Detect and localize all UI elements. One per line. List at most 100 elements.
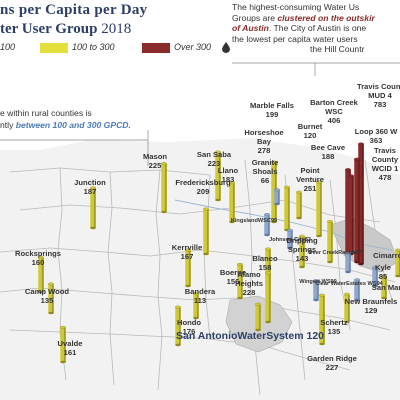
label-value: 406: [327, 116, 341, 125]
label-value: 783: [373, 100, 387, 109]
label-kerrville: Kerrville 167: [172, 243, 202, 261]
label-uvalde: Uvalde 161: [58, 339, 83, 357]
map-title: ns per Capita per Day: [0, 2, 148, 18]
label-travis-county-wcid-1: Travis County WCID 1 478: [372, 146, 399, 182]
label-value: 225: [148, 161, 162, 170]
label-name: Cimarron: [373, 251, 400, 260]
label-name: Shoals: [252, 167, 278, 176]
label-cimarron: Cimarron: [373, 251, 400, 260]
label-johnson-city: Johnson City82: [269, 237, 311, 244]
map-subtitle: ter User Group 2018: [0, 21, 131, 38]
callout-top-right: The highest-consuming Water Us Groups ar…: [232, 2, 400, 55]
label-name: Kingsland: [230, 218, 258, 224]
label-value: 85: [378, 272, 388, 281]
bar-garden-ridge: [319, 293, 325, 346]
label-point-venture: Point Venture 251: [296, 166, 324, 193]
label-name: Marble Falls: [250, 101, 294, 110]
label-name: Point: [300, 166, 320, 175]
legend-label-high: Over 300: [174, 42, 212, 52]
bar-kerrville: [185, 248, 191, 288]
bar-bee-cave: [327, 220, 333, 264]
label-value: 90: [330, 279, 337, 285]
label-name: Springs: [287, 245, 317, 254]
label-value: 478: [378, 173, 392, 182]
label-name: Uvalde: [57, 339, 83, 348]
callout-left-line2-pre: ntly: [0, 120, 16, 130]
legend-label-mid: 100 to 300: [72, 42, 115, 52]
subtitle-year: 2018: [101, 21, 132, 37]
label-value: 66: [260, 176, 270, 185]
label-value: 188: [321, 152, 335, 161]
label-clear-water-estates-ws: Clear WaterEstates WS94: [315, 281, 383, 288]
label-san-antonio-water-system: San AntonioWaterSystem 120: [176, 331, 324, 342]
bar-johnson-city: [287, 228, 293, 250]
label-san-saba: San Saba 223: [197, 150, 231, 168]
bar-deer-creek-ranch: [345, 251, 351, 274]
label-name: Loop 360 W: [354, 127, 398, 136]
label-dripping-springs: Dripping Springs 143: [286, 236, 317, 263]
water-drop-icon: [222, 42, 230, 53]
bar-point-venture: [316, 180, 322, 238]
label-camp-wood: Camp Wood 135: [25, 287, 69, 305]
label-wingert-ws: Wingert WS90: [299, 279, 337, 286]
bar-loop-360-w: [348, 174, 354, 256]
callout-right-line3-post: . The City of Austin is one: [268, 23, 367, 33]
label-kingsland-wsc: KingslandWSC95: [231, 218, 277, 225]
label-value: 113: [193, 296, 207, 305]
label-name: Venture: [296, 175, 324, 184]
label-name: Bee Cave: [310, 143, 346, 152]
label-value: 227: [325, 363, 339, 372]
label-name: Rocksprings: [15, 249, 61, 258]
label-value: 129: [364, 306, 378, 315]
label-deer-creek-ranch: Deer CreekRanch87: [309, 250, 362, 257]
label-name: Deer Creek: [308, 250, 339, 256]
label-line: San Antonio: [175, 330, 238, 342]
label-value: 167: [180, 252, 194, 261]
bar-san-antonio-water-system: [255, 302, 261, 332]
label-name: Junction: [74, 178, 106, 187]
label-name: Mason: [142, 152, 168, 161]
label-horseshoe-bay: Horseshoe Bay 278: [244, 128, 283, 155]
callout-left-line2-em: between 100 and 300 GPCD.: [15, 120, 131, 130]
label-name: Fredericksburg: [175, 178, 231, 187]
bar-travis-county-wcid-1: [354, 157, 360, 264]
bar-fredericksburg: [203, 207, 209, 256]
subtitle-text: ter User Group: [0, 21, 98, 37]
bar-alamo-heights: [265, 271, 271, 324]
label-name: Estates WS: [346, 281, 377, 287]
label-value: 135: [327, 327, 341, 336]
label-name: Garden Ridge: [307, 354, 357, 363]
label-mason: Mason 225: [143, 152, 167, 170]
bar-clear-water-estates-ws: [354, 278, 360, 302]
label-loop-360-w: Loop 360 W 363: [355, 127, 398, 145]
callout-left-line1: e within rural counties is: [0, 108, 92, 118]
label-name: Granite: [251, 158, 279, 167]
bar-rocksprings: [38, 256, 44, 294]
callout-left-line2: ntly between 100 and 300 GPCD.: [0, 119, 131, 131]
label-name: Boerne: [219, 268, 247, 277]
label-value: 120: [303, 131, 317, 140]
label-name: MUD 4: [368, 91, 392, 100]
callout-right-line2-em: clustered on the outskir: [277, 12, 375, 23]
label-name: Alamo: [237, 270, 261, 279]
label-value: 228: [242, 288, 256, 297]
label-value: 223: [207, 159, 221, 168]
callout-right-line5: the Hill Countr: [310, 44, 365, 54]
label-name: Barton Creek: [310, 98, 358, 107]
label-name: WCID 1: [371, 164, 399, 173]
label-name: Heights: [235, 279, 263, 288]
bar-hondo: [175, 305, 181, 347]
label-granite-shoals: Granite Shoals 66: [252, 158, 279, 185]
label-value: 82: [304, 237, 311, 243]
callout-right-line4: the lowest per capita water users: [232, 33, 358, 44]
bar-dripping-springs: [299, 234, 305, 269]
label-value: 176: [182, 327, 196, 336]
bar-junction: [90, 186, 96, 230]
label-name: Ranch: [338, 250, 356, 256]
label-line: System 120: [266, 330, 325, 342]
bars-layer: [38, 142, 400, 364]
label-value: 95: [270, 218, 278, 224]
label-name: San Marco: [371, 283, 400, 292]
label-name: Bay: [257, 137, 271, 146]
